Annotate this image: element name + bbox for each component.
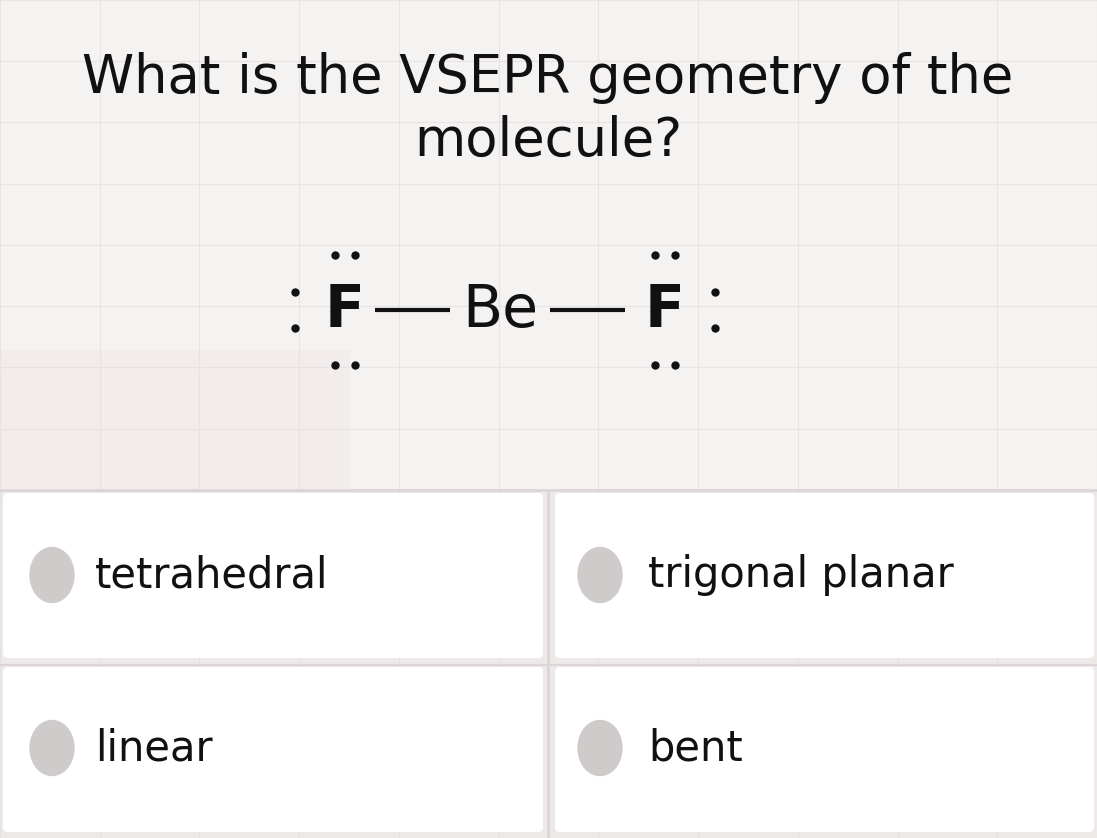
FancyBboxPatch shape bbox=[555, 667, 1094, 832]
Bar bbox=[0, 350, 350, 490]
FancyBboxPatch shape bbox=[555, 493, 1094, 658]
Ellipse shape bbox=[30, 721, 73, 775]
FancyBboxPatch shape bbox=[3, 667, 543, 832]
Bar bbox=[0, 490, 1097, 838]
Ellipse shape bbox=[578, 547, 622, 603]
Text: bent: bent bbox=[648, 727, 743, 769]
Text: What is the VSEPR geometry of the: What is the VSEPR geometry of the bbox=[82, 52, 1014, 104]
Text: linear: linear bbox=[95, 727, 213, 769]
Ellipse shape bbox=[578, 721, 622, 775]
Text: molecule?: molecule? bbox=[414, 115, 682, 167]
Text: F: F bbox=[645, 282, 685, 339]
Text: Be: Be bbox=[462, 282, 538, 339]
Text: tetrahedral: tetrahedral bbox=[95, 554, 328, 596]
Text: trigonal planar: trigonal planar bbox=[648, 554, 953, 596]
FancyBboxPatch shape bbox=[3, 493, 543, 658]
Text: F: F bbox=[325, 282, 365, 339]
Bar bbox=[0, 0, 1097, 490]
Ellipse shape bbox=[30, 547, 73, 603]
